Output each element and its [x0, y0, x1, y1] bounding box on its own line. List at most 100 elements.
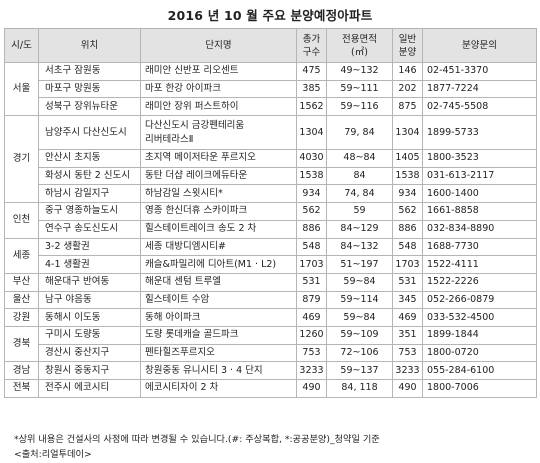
- table-row: 경북 구미시 도량동 도량 롯데캐슬 골드파크 1260 59~109 351 …: [4, 325, 537, 363]
- location-cell: 하남시 감일지구: [38, 184, 141, 204]
- header-general-line1: 일반: [398, 33, 417, 45]
- general-cell: 934: [392, 184, 423, 204]
- complex-cell: 도량 롯데캐슬 골드파크: [140, 325, 297, 345]
- header-total-line2: 구수: [302, 46, 321, 58]
- phone-cell: 055-284-6100: [422, 361, 537, 380]
- location-cell: 성북구 장위뉴타운: [38, 97, 141, 117]
- total-cell: 475: [296, 62, 327, 81]
- total-cell: 3233: [296, 361, 327, 380]
- phone-cell: 033-532-4500: [422, 308, 537, 327]
- area-cell: 59~137: [326, 361, 393, 380]
- table-row: 경남 창원시 중동지구 창원중동 유니시티 3 · 4 단지 3233 59~1…: [4, 361, 537, 380]
- total-cell: 562: [296, 202, 327, 221]
- location-cell: 3-2 생활권: [38, 237, 141, 257]
- header-inquiry: 분양문의: [422, 28, 537, 63]
- location-cell: 구미시 도량동: [38, 325, 141, 345]
- general-cell: 1405: [392, 149, 423, 168]
- area-cell: 59~84: [326, 308, 393, 327]
- table-row: 하남시 감일지구 하남감일 스윗시티* 934 74, 84 934 1600-…: [5, 184, 537, 204]
- location-cell: 화성시 동탄 2 신도시: [38, 166, 141, 186]
- complex-cell: 영종 한신더휴 스카이파크: [140, 202, 297, 221]
- general-cell: 345: [392, 290, 423, 310]
- complex-cell: 래미안 신반포 리오센트: [140, 62, 297, 81]
- table-row: 성북구 장위뉴타운 래미안 장위 퍼스트하이 1562 59~116 875 0…: [5, 97, 537, 117]
- phone-cell: 02-451-3370: [422, 62, 537, 81]
- total-cell: 879: [296, 290, 327, 310]
- location-cell: 남양주시 다산신도시: [38, 115, 141, 151]
- complex-cell: 해운대 센텀 트루엘: [140, 272, 297, 292]
- apartment-table: 시/도 위치 단지명 총가 구수 전용면적 (㎡) 일반 분양 분양문의 서울 서초구…: [4, 28, 537, 398]
- area-cell: 74, 84: [326, 184, 393, 204]
- general-cell: 1538: [392, 166, 423, 186]
- region-cell: 경기: [4, 115, 39, 204]
- region-cell: 경북: [4, 325, 39, 363]
- area-cell: 84~129: [326, 219, 393, 239]
- source-note: <출처:리얼투데이>: [14, 449, 92, 460]
- area-cell: 59: [326, 202, 393, 221]
- complex-line2: 리버테라스Ⅱ: [145, 133, 194, 145]
- general-cell: 3233: [392, 361, 423, 380]
- table-row: 울산 남구 야음동 힐스테이트 수암 879 59~114 345 052-26…: [4, 290, 537, 310]
- general-cell: 548: [392, 237, 423, 257]
- total-cell: 753: [296, 343, 327, 363]
- phone-cell: 1522-2226: [422, 272, 537, 292]
- region-cell: 경남: [4, 361, 39, 380]
- page-title: 2016 년 10 월 주요 분양예정아파트: [167, 8, 373, 23]
- area-cell: 59~116: [326, 97, 393, 117]
- phone-cell: 031-613-2117: [422, 166, 537, 186]
- general-cell: 351: [392, 325, 423, 345]
- region-cell: 인천: [4, 202, 39, 239]
- complex-cell: 창원중동 유니시티 3 · 4 단지: [140, 361, 297, 380]
- area-cell: 84: [326, 166, 393, 186]
- table-row: 경산시 중산지구 펜타힐즈푸르지오 753 72~106 753 1800-07…: [5, 343, 537, 363]
- header-general: 일반 분양: [392, 28, 423, 63]
- total-cell: 886: [296, 219, 327, 239]
- header-location: 위치: [38, 28, 141, 63]
- complex-cell: 동탄 더샵 레이크에듀타운: [140, 166, 297, 186]
- total-cell: 531: [296, 272, 327, 292]
- header-total: 총가 구수: [296, 28, 327, 63]
- table-row: 인천 중구 영종하늘도시 영종 한신더휴 스카이파크 562 59 562 16…: [4, 202, 537, 239]
- location-cell: 연수구 송도신도시: [38, 219, 141, 239]
- table-row: 세종 3-2 생활권 세종 대방디엠시티# 548 84~132 548 168…: [4, 237, 537, 274]
- complex-cell: 마포 한강 아이파크: [140, 79, 297, 99]
- area-cell: 59~84: [326, 272, 393, 292]
- location-cell: 해운대구 반여동: [38, 272, 141, 292]
- total-cell: 1304: [296, 115, 327, 151]
- region-cell: 부산: [4, 272, 39, 292]
- location-cell: 남구 야음동: [38, 290, 141, 310]
- header-complex: 단지명: [140, 28, 297, 63]
- area-cell: 84~132: [326, 237, 393, 257]
- phone-cell: 052-266-0879: [422, 290, 537, 310]
- general-cell: 202: [392, 79, 423, 99]
- complex-cell: 세종 대방디엠시티#: [140, 237, 297, 257]
- complex-cell: 힐스테이트레이크 송도 2 차: [140, 219, 297, 239]
- table-row: 전북 전주시 에코시티 에코시티자이 2 차 490 84, 118 490 1…: [4, 379, 537, 398]
- general-cell: 886: [392, 219, 423, 239]
- general-cell: 1703: [392, 255, 423, 274]
- phone-cell: 1600-1400: [422, 184, 537, 204]
- complex-cell: 하남감일 스윗시티*: [140, 184, 297, 204]
- general-cell: 753: [392, 343, 423, 363]
- header-area-line2: (㎡): [351, 46, 368, 58]
- header-region: 시/도: [4, 28, 39, 63]
- table-row: 부산 해운대구 반여동 해운대 센텀 트루엘 531 59~84 531 152…: [4, 272, 537, 292]
- phone-cell: 032-834-8890: [422, 219, 537, 239]
- table-row: 강원 동해시 이도동 동해 아이파크 469 59~84 469 033-532…: [4, 308, 537, 327]
- area-cell: 51~197: [326, 255, 393, 274]
- header-row: 시/도 위치 단지명 총가 구수 전용면적 (㎡) 일반 분양 분양문의: [4, 28, 537, 63]
- complex-cell: 래미안 장위 퍼스트하이: [140, 97, 297, 117]
- complex-cell: 초지역 메이저타운 푸르지오: [140, 149, 297, 168]
- region-cell: 세종: [4, 237, 39, 274]
- phone-cell: 1800-7006: [422, 379, 537, 398]
- location-cell: 창원시 중동지구: [38, 361, 141, 380]
- complex-cell: 다산신도시 금강펜테리움 리버테라스Ⅱ: [140, 115, 297, 151]
- header-total-line1: 총가: [302, 33, 321, 45]
- area-cell: 48~84: [326, 149, 393, 168]
- phone-cell: 1899-5733: [422, 115, 537, 151]
- area-cell: 72~106: [326, 343, 393, 363]
- location-cell: 경산시 중산지구: [38, 343, 141, 363]
- region-cell: 강원: [4, 308, 39, 327]
- table-row: 경기 남양주시 다산신도시 다산신도시 금강펜테리움 리버테라스Ⅱ 1304 79…: [4, 115, 537, 204]
- region-cell: 울산: [4, 290, 39, 310]
